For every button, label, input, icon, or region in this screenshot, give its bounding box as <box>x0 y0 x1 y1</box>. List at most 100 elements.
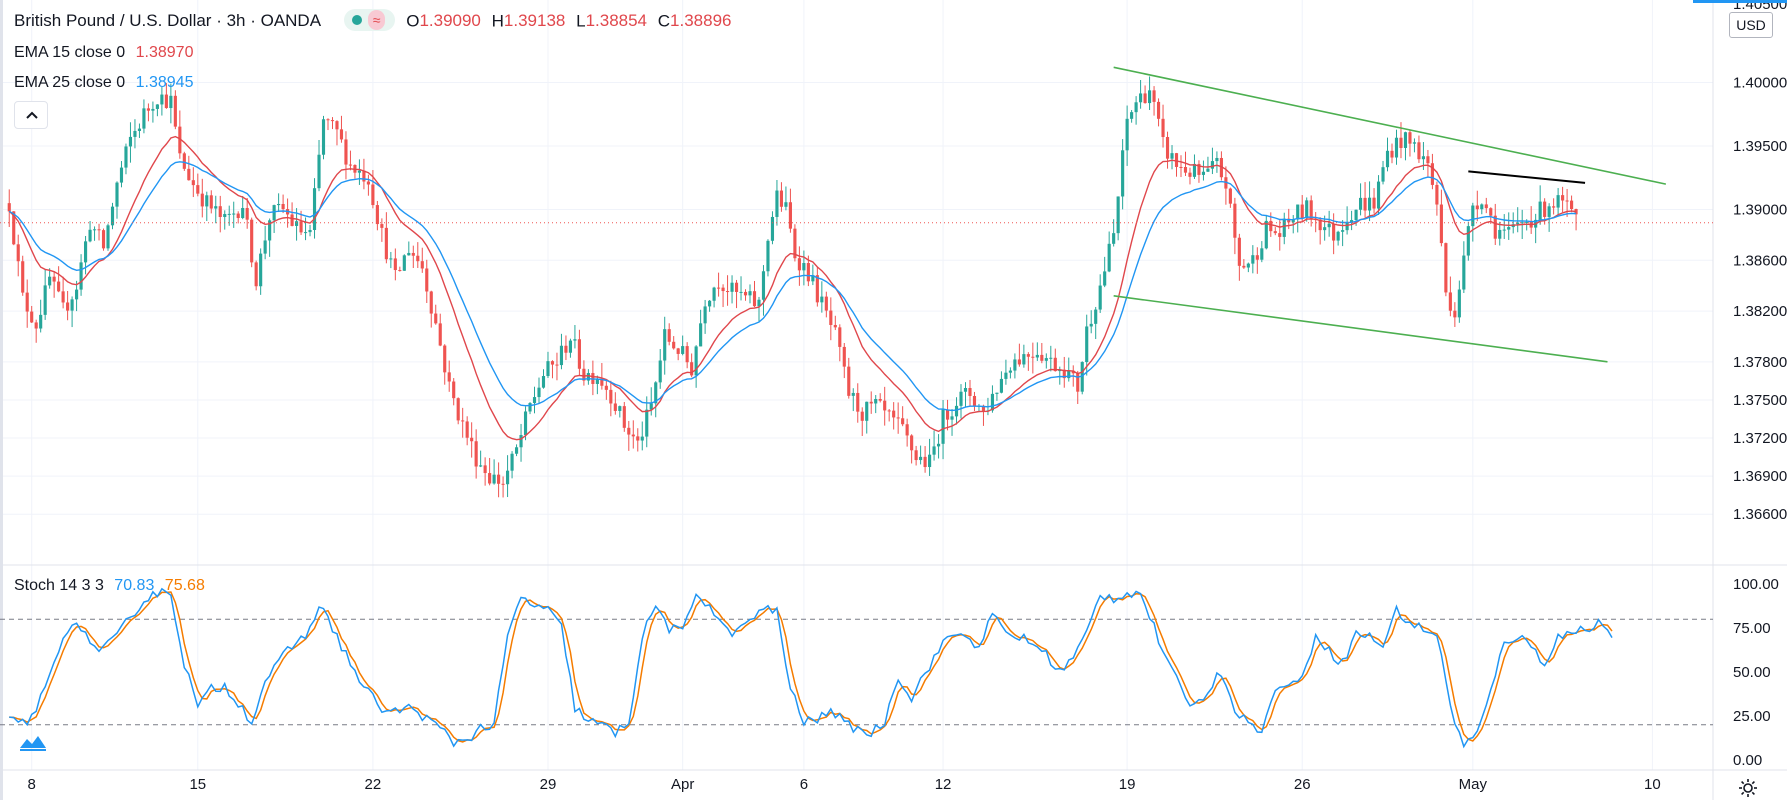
candle[interactable] <box>182 153 186 169</box>
candle[interactable] <box>61 291 65 303</box>
candle[interactable] <box>407 252 411 256</box>
candle[interactable] <box>1085 326 1089 363</box>
candle[interactable] <box>1462 255 1466 290</box>
candle[interactable] <box>694 346 698 376</box>
candle[interactable] <box>1543 201 1547 217</box>
candle[interactable] <box>290 214 294 226</box>
candle[interactable] <box>717 287 721 289</box>
candle[interactable] <box>483 465 487 474</box>
candle[interactable] <box>1421 156 1426 160</box>
candle[interactable] <box>999 378 1003 393</box>
candle[interactable] <box>699 323 703 347</box>
candle[interactable] <box>461 420 465 422</box>
candle[interactable] <box>232 213 236 215</box>
candle[interactable] <box>1394 137 1399 158</box>
candle[interactable] <box>209 195 213 209</box>
candle[interactable] <box>523 411 528 436</box>
candle[interactable] <box>1152 90 1156 102</box>
candle[interactable] <box>1408 132 1412 144</box>
candle[interactable] <box>1399 137 1403 148</box>
candle[interactable] <box>721 287 725 292</box>
candle[interactable] <box>838 327 842 347</box>
collapse-legend-button[interactable] <box>14 101 48 129</box>
candle[interactable] <box>577 339 581 369</box>
candle[interactable] <box>600 378 604 386</box>
candle[interactable] <box>488 473 492 484</box>
candle[interactable] <box>586 373 590 381</box>
candle[interactable] <box>712 287 716 301</box>
candle[interactable] <box>622 406 626 428</box>
candle[interactable] <box>7 203 11 212</box>
candle[interactable] <box>568 340 573 353</box>
candle[interactable] <box>761 271 766 300</box>
candle[interactable] <box>654 382 658 404</box>
candle[interactable] <box>456 398 460 421</box>
candle[interactable] <box>1507 227 1511 230</box>
candle[interactable] <box>829 310 833 325</box>
candle[interactable] <box>1323 227 1327 231</box>
candle[interactable] <box>1094 309 1098 324</box>
candle[interactable] <box>1480 204 1484 210</box>
candle[interactable] <box>1327 223 1331 228</box>
candle[interactable] <box>595 378 599 384</box>
candle[interactable] <box>470 437 474 442</box>
candle[interactable] <box>1130 112 1134 119</box>
candle[interactable] <box>1161 118 1165 138</box>
candle[interactable] <box>833 324 837 328</box>
candle[interactable] <box>1062 369 1066 379</box>
candle[interactable] <box>1255 255 1259 260</box>
candle[interactable] <box>1367 197 1372 211</box>
candle[interactable] <box>537 387 541 398</box>
candle[interactable] <box>690 362 694 376</box>
candle[interactable] <box>411 252 415 256</box>
candle[interactable] <box>1484 204 1488 209</box>
candle[interactable] <box>1116 196 1120 234</box>
candle[interactable] <box>263 240 267 254</box>
candle[interactable] <box>425 268 429 292</box>
candle[interactable] <box>1350 220 1354 223</box>
candle[interactable] <box>1170 153 1174 159</box>
candle[interactable] <box>1273 231 1277 234</box>
candle[interactable] <box>1359 197 1363 210</box>
candle[interactable] <box>443 345 447 373</box>
candle[interactable] <box>223 214 227 217</box>
candle[interactable] <box>1453 310 1457 318</box>
candle[interactable] <box>1556 195 1560 208</box>
candle[interactable] <box>1080 362 1084 392</box>
candle[interactable] <box>1053 357 1057 372</box>
candle[interactable] <box>497 474 501 484</box>
candle[interactable] <box>878 398 882 401</box>
candle[interactable] <box>901 418 905 425</box>
candle[interactable] <box>420 261 424 269</box>
candle[interactable] <box>299 221 303 233</box>
candle[interactable] <box>339 129 344 140</box>
candle[interactable] <box>1475 205 1479 210</box>
candle[interactable] <box>923 456 927 468</box>
candle[interactable] <box>1233 203 1237 238</box>
candle[interactable] <box>344 139 348 165</box>
candle[interactable] <box>914 450 918 461</box>
candle[interactable] <box>1215 157 1219 162</box>
candle[interactable] <box>532 397 537 404</box>
candle[interactable] <box>389 258 393 260</box>
candle[interactable] <box>429 291 433 314</box>
candle[interactable] <box>214 206 218 209</box>
candle[interactable] <box>550 361 555 365</box>
candle[interactable] <box>110 206 115 226</box>
candle[interactable] <box>474 441 478 467</box>
candle[interactable] <box>1188 172 1192 177</box>
candle[interactable] <box>1067 370 1071 379</box>
candle[interactable] <box>1457 289 1461 318</box>
candle[interactable] <box>582 368 586 381</box>
candle[interactable] <box>1336 231 1340 241</box>
candle[interactable] <box>133 130 137 137</box>
candle[interactable] <box>366 181 370 185</box>
candle[interactable] <box>254 262 258 287</box>
candle[interactable] <box>1035 354 1039 358</box>
candle[interactable] <box>887 410 891 412</box>
candle[interactable] <box>510 453 514 471</box>
candle[interactable] <box>981 405 986 411</box>
candle[interactable] <box>142 108 146 129</box>
candle[interactable] <box>649 403 653 410</box>
